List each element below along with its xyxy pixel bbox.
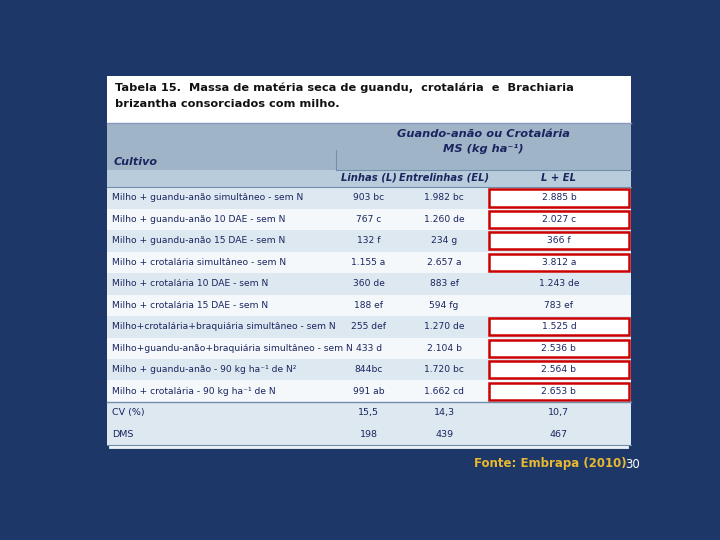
Text: 439: 439 [435, 430, 453, 438]
Text: 1.525 d: 1.525 d [541, 322, 576, 332]
Text: Milho+guandu-anão+braquiária simultâneo - sem N: Milho+guandu-anão+braquiária simultâneo … [112, 344, 353, 353]
Bar [489, 383, 629, 400]
Text: 198: 198 [359, 430, 377, 438]
Text: Guando-anão ou Crotalária: Guando-anão ou Crotalária [397, 129, 570, 139]
Text: 467: 467 [550, 430, 568, 438]
Text: 3.812 a: 3.812 a [541, 258, 576, 267]
Text: L + EL: L + EL [541, 173, 577, 183]
Text: 2.885 b: 2.885 b [541, 193, 576, 202]
Text: 15,5: 15,5 [358, 408, 379, 417]
Text: DMS: DMS [112, 430, 133, 438]
Text: Cultivo: Cultivo [113, 157, 157, 167]
Bar [489, 318, 629, 335]
Text: Milho+crotalária+braquiária simultâneo - sem N: Milho+crotalária+braquiária simultâneo -… [112, 322, 336, 332]
Text: Milho + crotalária - 90 kg ha⁻¹ de N: Milho + crotalária - 90 kg ha⁻¹ de N [112, 387, 275, 396]
Text: 991 ab: 991 ab [353, 387, 384, 396]
Text: Milho + guandu-anão simultâneo - sem N: Milho + guandu-anão simultâneo - sem N [112, 193, 303, 202]
Text: 10,7: 10,7 [549, 408, 570, 417]
Text: 767 c: 767 c [356, 215, 381, 224]
Text: 1.720 bc: 1.720 bc [424, 365, 464, 374]
Text: 2.027 c: 2.027 c [542, 215, 576, 224]
Text: Entrelinhas (EL): Entrelinhas (EL) [399, 173, 489, 183]
Bar [489, 361, 629, 379]
Text: Milho + crotalária simultâneo - sem N: Milho + crotalária simultâneo - sem N [112, 258, 286, 267]
Text: 234 g: 234 g [431, 237, 457, 245]
Bar [107, 273, 631, 295]
Bar [107, 252, 631, 273]
Text: 1.260 de: 1.260 de [424, 215, 464, 224]
Bar [107, 359, 631, 381]
Text: 14,3: 14,3 [433, 408, 455, 417]
Text: 1.155 a: 1.155 a [351, 258, 386, 267]
Bar [107, 295, 631, 316]
Text: 2.657 a: 2.657 a [427, 258, 462, 267]
Bar [107, 170, 631, 187]
Text: Milho + crotalária 15 DAE - sem N: Milho + crotalária 15 DAE - sem N [112, 301, 268, 310]
Text: 883 ef: 883 ef [430, 279, 459, 288]
Text: Milho + crotalária 10 DAE - sem N: Milho + crotalária 10 DAE - sem N [112, 279, 268, 288]
Text: 433 d: 433 d [356, 344, 382, 353]
Bar [107, 187, 631, 208]
Text: Linhas (L): Linhas (L) [341, 173, 397, 183]
Text: MS (kg ha⁻¹): MS (kg ha⁻¹) [443, 144, 523, 154]
Text: 1.982 bc: 1.982 bc [424, 193, 464, 202]
Bar [107, 76, 631, 123]
Text: 594 fg: 594 fg [430, 301, 459, 310]
Text: 366 f: 366 f [547, 237, 571, 245]
Text: 1.662 cd: 1.662 cd [424, 387, 464, 396]
Bar [107, 338, 631, 359]
Text: Milho + guandu-anão 10 DAE - sem N: Milho + guandu-anão 10 DAE - sem N [112, 215, 285, 224]
Text: 1.270 de: 1.270 de [424, 322, 464, 332]
Text: 2.536 b: 2.536 b [541, 344, 576, 353]
Bar [107, 402, 631, 423]
Bar [107, 381, 631, 402]
Text: 30: 30 [626, 457, 640, 470]
Text: 360 de: 360 de [353, 279, 384, 288]
Text: 255 def: 255 def [351, 322, 386, 332]
Bar [489, 211, 629, 228]
Bar [107, 423, 631, 445]
Text: 903 bc: 903 bc [353, 193, 384, 202]
Text: 2.104 b: 2.104 b [427, 344, 462, 353]
Text: Milho + guandu-anão 15 DAE - sem N: Milho + guandu-anão 15 DAE - sem N [112, 237, 285, 245]
Bar [107, 208, 631, 230]
Text: Fonte: Embrapa (2010): Fonte: Embrapa (2010) [474, 457, 627, 470]
Text: Tabela 15.  Massa de matéria seca de guandu,  crotalária  e  Brachiaria: Tabela 15. Massa de matéria seca de guan… [114, 83, 574, 93]
Bar [489, 340, 629, 357]
Bar [107, 230, 631, 252]
Text: 132 f: 132 f [357, 237, 380, 245]
Bar [489, 232, 629, 249]
Text: 1.243 de: 1.243 de [539, 279, 579, 288]
Bar [107, 123, 631, 170]
Text: brizantha consorciados com milho.: brizantha consorciados com milho. [114, 99, 339, 110]
Bar [107, 316, 631, 338]
Text: 844bc: 844bc [354, 365, 383, 374]
Bar [489, 190, 629, 207]
Text: 783 ef: 783 ef [544, 301, 573, 310]
Text: 188 ef: 188 ef [354, 301, 383, 310]
Bar [489, 254, 629, 271]
Text: CV (%): CV (%) [112, 408, 144, 417]
Text: 2.653 b: 2.653 b [541, 387, 576, 396]
Text: Milho + guandu-anão - 90 kg ha⁻¹ de N²: Milho + guandu-anão - 90 kg ha⁻¹ de N² [112, 365, 296, 374]
Text: 2.564 b: 2.564 b [541, 365, 577, 374]
